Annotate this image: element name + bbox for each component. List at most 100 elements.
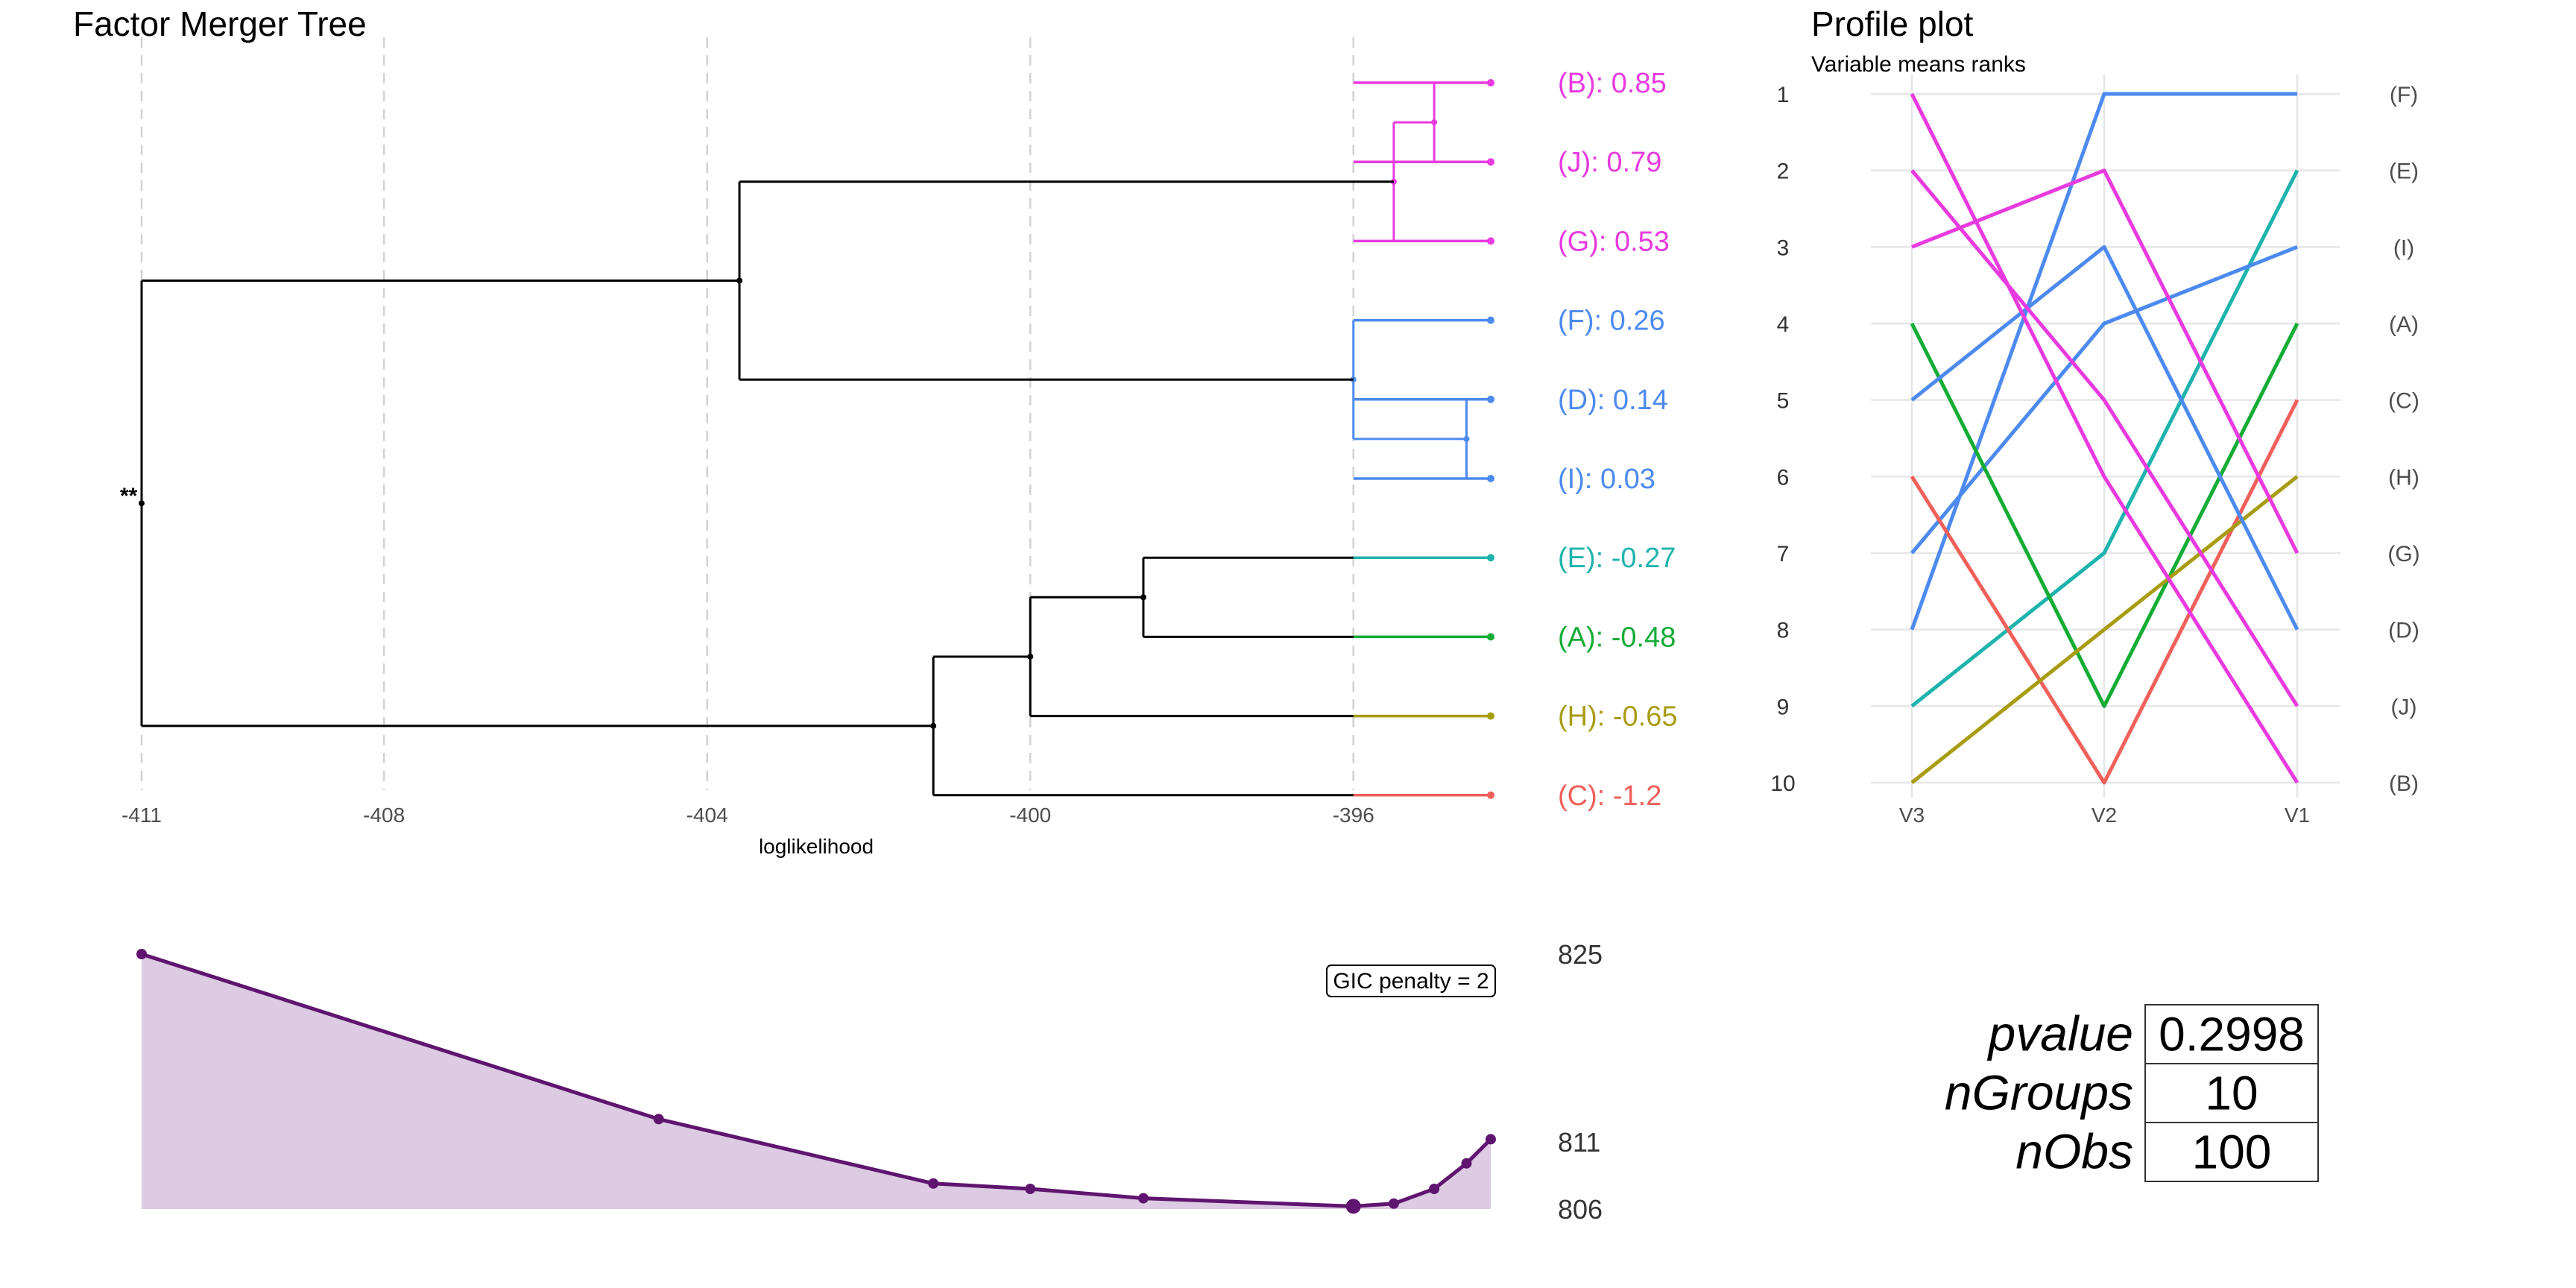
tree-leaf-point [1487, 633, 1494, 641]
tree-leaf-label: (C): -1.2 [1558, 780, 1661, 812]
gic-point [928, 1178, 939, 1189]
profile-y-tick-label: 6 [1777, 465, 1790, 490]
stats-value: 100 [2192, 1126, 2272, 1179]
gic-area [142, 954, 1491, 1209]
tree-leaf-label: (B): 0.85 [1558, 68, 1667, 99]
profile-series-line [1910, 245, 2298, 555]
tree-leaf-point [1487, 712, 1494, 720]
profile-group-label: (F) [2390, 83, 2418, 107]
tree-leaf-label: (F): 0.26 [1558, 306, 1665, 337]
tree-leaf-point [1487, 237, 1494, 245]
profile-y-tick-label: 8 [1777, 619, 1790, 643]
tree-x-tick-label: -404 [686, 804, 728, 827]
profile-group-label: (A) [2389, 312, 2419, 337]
significance-label: ** [120, 484, 138, 508]
tree-merge-point [139, 500, 145, 507]
gic-point [1429, 1184, 1440, 1194]
profile-series-line [1910, 244, 2299, 631]
gic-plot [136, 949, 1496, 1214]
gic-point [1345, 1199, 1361, 1214]
tree-x-tick-label: -408 [363, 804, 405, 827]
gic-point [1388, 1198, 1399, 1209]
stats-value: 0.2998 [2159, 1008, 2305, 1061]
profile-plot-subtitle: Variable means ranks [1811, 52, 2026, 77]
gic-point [136, 949, 147, 959]
stats-label: nObs [2015, 1124, 2133, 1179]
tree-leaf-label: (J): 0.79 [1558, 147, 1661, 178]
gic-y-ticks: 825 811 806 [1558, 939, 1603, 1225]
tree-x-tick-label: -400 [1009, 804, 1051, 827]
profile-group-labels: (F) (E) (I) (A) (C) (H) (G) (D) (J) (B) [2387, 83, 2419, 796]
tree-leaf-label: (H): -0.65 [1558, 701, 1677, 733]
profile-y-tick-label: 9 [1777, 695, 1790, 719]
stats-cell [2144, 1004, 2319, 1064]
gic-y-tick-label: 825 [1558, 939, 1603, 970]
profile-series-line [1910, 169, 2299, 707]
tree-leaf-point [1487, 158, 1494, 166]
profile-group-label: (D) [2388, 619, 2419, 643]
stats-label: pvalue [1987, 1006, 2134, 1061]
gic-penalty-label: GIC penalty = 2 [1333, 969, 1489, 994]
tree-leaf-label: (A): -0.48 [1558, 622, 1676, 653]
profile-group-label: (E) [2389, 160, 2419, 184]
gic-point [1486, 1134, 1496, 1145]
tree-leaf-point [1487, 475, 1494, 482]
tree-leaf-labels: (B): 0.85 (J): 0.79 (G): 0.53 (F): 0.26 (D):… [1558, 68, 1677, 812]
gic-panel: 825 811 806 GIC penalty = 2 [136, 939, 1603, 1225]
profile-grid [1871, 75, 2340, 798]
profile-plot-title: Profile plot [1811, 4, 1974, 43]
tree-leaf-point [1487, 79, 1494, 86]
profile-series-line [1910, 475, 2299, 784]
profile-x-tick-label: V3 [1899, 804, 1925, 827]
tree-grid [140, 37, 1354, 790]
gic-line [141, 952, 1492, 1208]
profile-group-label: (G) [2387, 542, 2419, 566]
tree-leaf-point [1487, 395, 1494, 403]
profile-y-tick-label: 1 [1777, 83, 1790, 107]
profile-x-ticks: V3 V2 V1 [1899, 804, 2310, 827]
gic-point [653, 1114, 664, 1125]
tree-leaf-point [1487, 554, 1494, 562]
profile-y-tick-label: 10 [1770, 771, 1795, 796]
merger-tree-panel: Factor Merger Tree (B): 0.85 (J): 0.79 (G)… [73, 4, 1677, 858]
tree-x-axis-title: loglikelihood [759, 835, 874, 858]
tree-leaf-label: (E): -0.27 [1558, 543, 1676, 574]
tree-x-ticks: -411 -408 -404 -400 -396 [121, 804, 1374, 827]
stats-value: 10 [2205, 1067, 2258, 1120]
tree-x-tick-label: -396 [1333, 804, 1374, 827]
stats-cell [2144, 1063, 2319, 1123]
gic-point [1461, 1158, 1472, 1169]
profile-y-tick-label: 2 [1777, 160, 1790, 184]
gic-point [1025, 1184, 1036, 1194]
profile-group-label: (H) [2388, 465, 2419, 490]
profile-y-tick-label: 4 [1777, 312, 1790, 337]
tree-leaf-label: (I): 0.03 [1558, 464, 1655, 495]
gic-point [1137, 1193, 1149, 1204]
profile-group-label: (C) [2388, 389, 2419, 414]
profile-lines [1910, 92, 2299, 785]
profile-x-tick-label: V1 [2285, 804, 2310, 827]
tree-leaf-point [1487, 791, 1494, 799]
profile-y-tick-label: 5 [1777, 389, 1790, 414]
profile-series-line [1910, 92, 2299, 784]
stats-table: pvalue 0.2998 nGroups 10 nObs 100 [1945, 1004, 2319, 1182]
profile-y-tick-label: 7 [1777, 542, 1790, 566]
profile-group-label: (J) [2391, 695, 2417, 719]
tree-leaf-point [1487, 316, 1494, 324]
gic-penalty-box [1326, 965, 1496, 997]
stats-cell [2144, 1122, 2319, 1182]
profile-group-label: (B) [2389, 771, 2419, 796]
profile-plot-panel: Profile plot Variable means ranks 1 2 3 4 5 6… [1770, 4, 2419, 827]
gic-penalty-annotation: GIC penalty = 2 [1326, 965, 1496, 997]
tree-x-tick-label: -411 [121, 804, 162, 827]
merger-tree-title: Factor Merger Tree [73, 4, 367, 43]
tree-leaf-label: (D): 0.14 [1558, 385, 1668, 416]
profile-series-line [1910, 322, 2299, 708]
profile-y-tick-label: 3 [1777, 236, 1790, 260]
profile-x-tick-label: V2 [2092, 804, 2117, 827]
tree-branches [139, 79, 1494, 799]
tree-leaf-label: (G): 0.53 [1558, 226, 1670, 257]
profile-y-ticks: 1 2 3 4 5 6 7 8 9 10 [1770, 83, 1795, 796]
stats-label: nGroups [1945, 1065, 2133, 1120]
